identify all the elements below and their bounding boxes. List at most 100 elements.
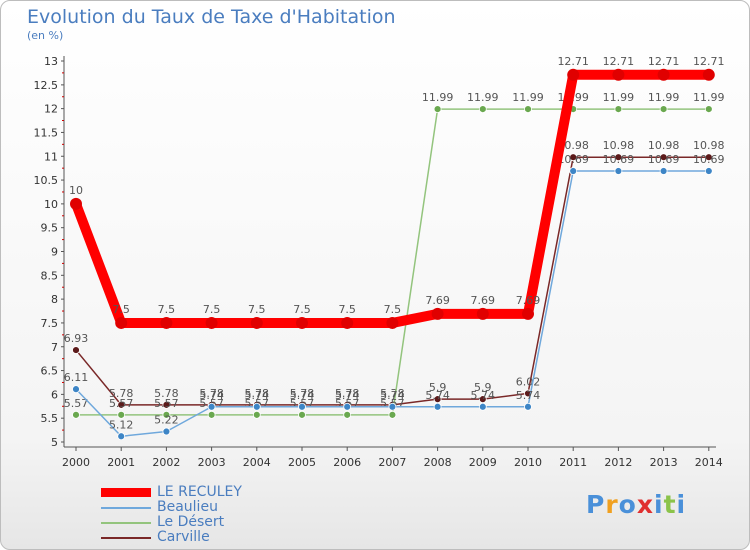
data-label: 7.5 [293, 303, 311, 316]
y-tick-label: 12.5 [34, 79, 59, 92]
brand-logo: Proxiti [586, 490, 686, 519]
data-point [612, 68, 625, 81]
data-point [386, 316, 399, 329]
data-point [614, 153, 623, 162]
chart-unit-label: (en %) [27, 29, 64, 42]
x-tick-label: 2014 [695, 456, 723, 469]
data-label: 7.5 [338, 303, 356, 316]
data-label: 5.12 [109, 418, 134, 431]
data-label: 7.69 [471, 294, 496, 307]
y-tick-label: 8 [51, 293, 58, 306]
data-point [569, 167, 578, 175]
x-tick-label: 2012 [604, 456, 632, 469]
y-tick-label: 12 [44, 103, 58, 116]
data-label: 5.57 [109, 397, 134, 410]
data-point [115, 316, 128, 329]
y-tick-label: 9 [51, 246, 58, 259]
logo-letter: i [654, 490, 664, 519]
data-label: 7.5 [112, 303, 130, 316]
data-label: 5.74 [425, 389, 450, 402]
data-point [614, 105, 623, 114]
data-point [657, 68, 670, 81]
data-point [659, 153, 668, 162]
data-point [478, 105, 487, 114]
data-label: 6.02 [516, 375, 541, 388]
data-label: 5.9 [429, 381, 447, 394]
data-label: 11.99 [648, 91, 680, 104]
data-point [160, 316, 173, 329]
data-point [704, 167, 713, 175]
data-label: 7.5 [248, 303, 266, 316]
data-point [522, 307, 534, 320]
data-label: 10 [69, 184, 83, 197]
y-tick-label: 6.5 [41, 365, 59, 378]
data-label: 7.69 [516, 294, 541, 307]
x-tick-label: 2009 [469, 456, 497, 469]
data-label: 5.74 [290, 389, 315, 402]
data-label: 12.71 [603, 55, 635, 68]
chart-title: Evolution du Taux de Taxe d'Habitation [27, 6, 396, 28]
data-label: 10.69 [603, 153, 635, 166]
data-label: 7.69 [425, 294, 450, 307]
data-point [569, 153, 578, 162]
data-label: 7.5 [158, 303, 176, 316]
data-point [704, 105, 713, 114]
x-tick-label: 2006 [333, 456, 361, 469]
data-label: 10.98 [648, 139, 680, 152]
x-tick-label: 2007 [378, 456, 406, 469]
data-label: 12.71 [557, 55, 589, 68]
data-point [431, 307, 444, 320]
data-point [207, 410, 216, 419]
data-label: 10.69 [557, 153, 589, 166]
legend-item: Le Désert [101, 515, 242, 530]
data-label: 5.74 [245, 389, 270, 402]
data-point [702, 68, 715, 81]
x-tick-label: 2003 [198, 456, 226, 469]
legend-swatch [101, 521, 151, 524]
data-label: 5.78 [245, 387, 270, 400]
data-point [341, 316, 354, 329]
data-label: 11.99 [693, 91, 725, 104]
data-point [207, 402, 216, 411]
x-tick-label: 2010 [514, 456, 542, 469]
logo-letter: t [663, 490, 677, 519]
y-tick-label: 5.5 [41, 412, 59, 425]
data-point [614, 167, 623, 175]
legend-swatch [101, 536, 151, 539]
legend-label: Carville [157, 529, 210, 545]
data-point [162, 400, 171, 409]
data-label: 5.74 [199, 389, 224, 402]
x-tick-label: 2005 [288, 456, 316, 469]
data-point [72, 410, 80, 419]
data-label: 5.57 [154, 397, 179, 410]
data-point [524, 105, 532, 114]
y-tick-label: 10.5 [34, 174, 59, 187]
data-label: 11.99 [512, 91, 544, 104]
data-point [704, 153, 713, 162]
logo-letter: o [618, 490, 637, 519]
logo-letter: r [605, 490, 619, 519]
data-point [117, 400, 126, 409]
y-tick-label: 10 [44, 198, 58, 211]
legend-item: Carville [101, 530, 242, 545]
y-tick-label: 11.5 [34, 126, 59, 139]
data-label: 5.22 [154, 414, 179, 427]
logo-letter: x [636, 490, 654, 519]
data-point [478, 395, 487, 404]
x-tick-label: 2008 [424, 456, 452, 469]
data-point [478, 402, 487, 411]
data-point [72, 346, 80, 354]
data-label: 5.74 [335, 389, 360, 402]
y-tick-label: 5 [51, 436, 58, 449]
y-tick-label: 6 [51, 388, 58, 401]
y-tick-label: 13 [44, 55, 58, 68]
x-tick-label: 2002 [152, 456, 180, 469]
data-label: 7.5 [203, 303, 221, 316]
data-label: 5.78 [335, 387, 360, 400]
data-label: 5.78 [109, 387, 134, 400]
data-label: 5.74 [516, 389, 541, 402]
data-label: 11.99 [467, 91, 499, 104]
data-label: 7.5 [384, 303, 402, 316]
